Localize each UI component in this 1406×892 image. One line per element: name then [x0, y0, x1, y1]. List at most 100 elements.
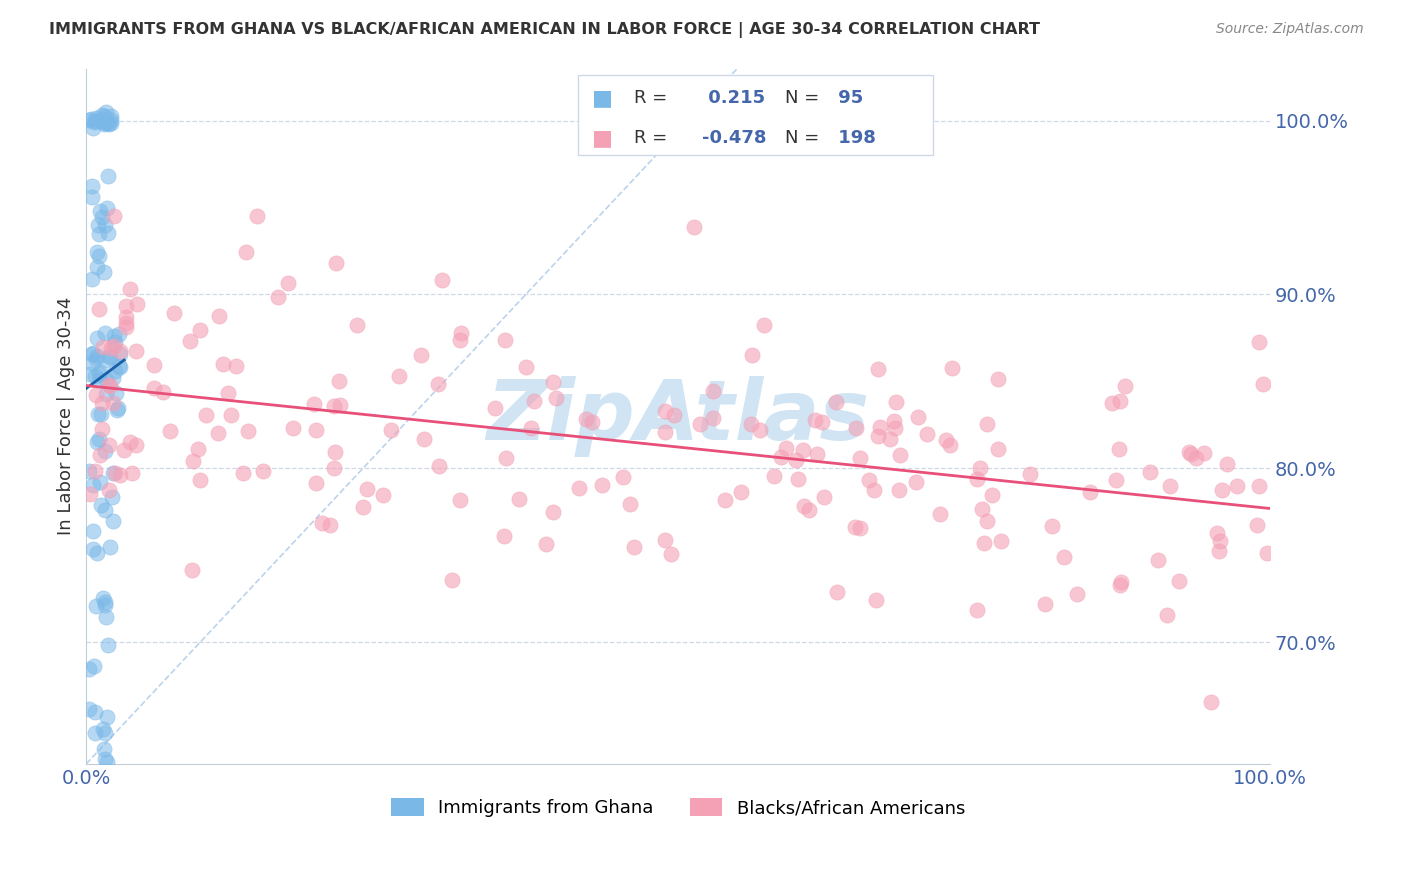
- Point: [97, 226, 120, 240]
- Point: [1199, 696, 1222, 710]
- Point: [100, 109, 122, 123]
- Point: [825, 394, 848, 409]
- Point: [118, 282, 141, 296]
- Point: [217, 386, 239, 401]
- Point: [849, 521, 872, 535]
- Point: [939, 438, 962, 452]
- Point: [775, 441, 797, 455]
- Point: [108, 347, 131, 361]
- Point: [96, 387, 118, 401]
- Point: [541, 505, 564, 519]
- Point: [98, 117, 121, 131]
- Point: [207, 425, 229, 440]
- Point: [806, 447, 828, 461]
- Point: [1251, 376, 1274, 391]
- Point: [976, 417, 998, 432]
- Point: [987, 372, 1010, 386]
- Point: [786, 472, 808, 486]
- Point: [100, 115, 122, 129]
- FancyBboxPatch shape: [578, 76, 932, 155]
- Point: [142, 382, 165, 396]
- Text: IMMIGRANTS FROM GHANA VS BLACK/AFRICAN AMERICAN IN LABOR FORCE | AGE 30-34 CORRE: IMMIGRANTS FROM GHANA VS BLACK/AFRICAN A…: [49, 22, 1040, 38]
- Point: [515, 359, 537, 374]
- Point: [1168, 574, 1191, 589]
- Point: [212, 357, 235, 371]
- Point: [1208, 534, 1230, 549]
- Point: [1216, 457, 1239, 471]
- Point: [98, 350, 121, 364]
- Point: [1194, 446, 1216, 460]
- Point: [654, 425, 676, 439]
- Point: [87, 432, 110, 446]
- Point: [827, 585, 849, 599]
- Point: [84, 388, 107, 402]
- Point: [121, 467, 143, 481]
- Point: [77, 661, 100, 675]
- Point: [180, 564, 202, 578]
- Point: [221, 408, 243, 422]
- Point: [89, 365, 111, 379]
- Point: [536, 537, 558, 551]
- Point: [868, 428, 890, 442]
- Point: [356, 482, 378, 496]
- Point: [79, 367, 101, 381]
- Point: [1256, 546, 1278, 560]
- Point: [1139, 465, 1161, 479]
- Point: [179, 334, 201, 348]
- Point: [94, 609, 117, 624]
- Point: [84, 352, 107, 367]
- Point: [311, 516, 333, 530]
- Point: [484, 401, 506, 416]
- Point: [105, 386, 128, 401]
- Point: [103, 514, 125, 528]
- Point: [804, 413, 827, 427]
- Point: [97, 116, 120, 130]
- Point: [868, 362, 890, 376]
- Point: [89, 203, 111, 218]
- Text: ZipAtlas: ZipAtlas: [486, 376, 870, 457]
- Point: [305, 423, 328, 437]
- Point: [981, 488, 1004, 502]
- Point: [87, 219, 110, 233]
- Point: [82, 190, 104, 204]
- Point: [770, 450, 793, 464]
- Point: [966, 603, 988, 617]
- Point: [1108, 442, 1130, 456]
- Point: [84, 111, 107, 125]
- Point: [1178, 444, 1201, 458]
- Point: [188, 323, 211, 337]
- Point: [90, 211, 112, 225]
- Point: [108, 327, 131, 342]
- Point: [1035, 597, 1057, 611]
- Point: [763, 468, 786, 483]
- Point: [118, 435, 141, 450]
- Point: [1078, 484, 1101, 499]
- Point: [108, 343, 131, 358]
- Point: [907, 410, 929, 425]
- Point: [93, 112, 115, 126]
- Point: [969, 461, 991, 475]
- Point: [412, 433, 434, 447]
- Point: [89, 448, 111, 462]
- Point: [115, 310, 138, 324]
- Point: [793, 500, 815, 514]
- Point: [208, 310, 231, 324]
- Point: [96, 638, 118, 652]
- Point: [494, 334, 516, 348]
- Point: [103, 328, 125, 343]
- Point: [94, 444, 117, 458]
- Point: [1114, 378, 1136, 392]
- Point: [84, 368, 107, 383]
- Point: [662, 409, 685, 423]
- Point: [87, 249, 110, 263]
- Point: [84, 113, 107, 128]
- Point: [1109, 578, 1132, 592]
- Text: ■: ■: [592, 87, 613, 108]
- Point: [91, 591, 114, 606]
- Point: [740, 417, 762, 431]
- Point: [143, 358, 166, 372]
- Point: [98, 349, 121, 363]
- Point: [267, 290, 290, 304]
- Point: [883, 414, 905, 428]
- Point: [89, 475, 111, 489]
